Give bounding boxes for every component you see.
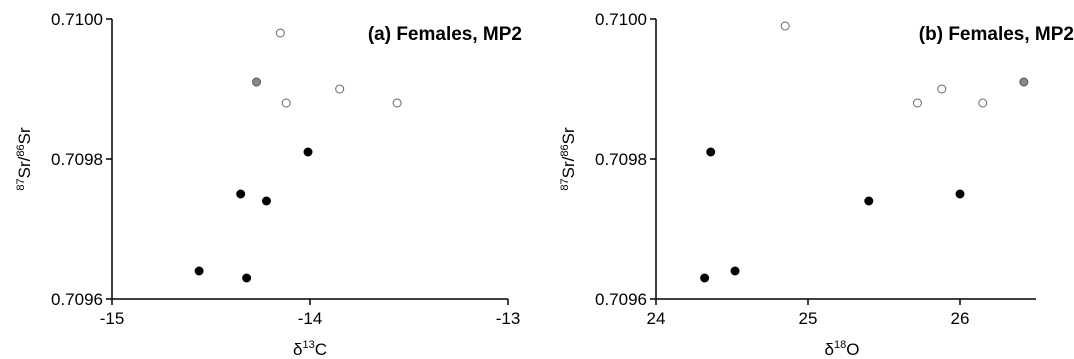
panel-b-x-tick-label: 24	[647, 309, 666, 328]
panel-a-x-tick-label: -15	[100, 309, 125, 328]
panel-a-y-tick-label: 0.7098	[51, 150, 103, 169]
panel-b-point-gray	[1020, 78, 1028, 86]
panel-b-point-black	[707, 148, 715, 156]
panel-b-y-tick-label: 0.7096	[595, 290, 647, 309]
panel-a-point-black	[304, 148, 312, 156]
panel-a-point-black	[262, 197, 270, 205]
panel-a-point-open	[393, 99, 401, 107]
panel-b: (b) Females, MP2 87Sr/86Sr δ18O 0.70960.…	[559, 10, 1074, 359]
panel-a-y-axis-title: 87Sr/86Sr	[15, 127, 34, 191]
panel-a-point-open	[282, 99, 290, 107]
panel-b-point-open	[938, 85, 946, 93]
panel-b-x-tick-label: 26	[951, 309, 970, 328]
panel-b-point-black	[865, 197, 873, 205]
panel-b-y-axis-title: 87Sr/86Sr	[559, 127, 578, 191]
panel-b-point-black	[731, 267, 739, 275]
panel-a-y-tick-label: 0.7100	[51, 10, 103, 29]
panel-b-point-open	[913, 99, 921, 107]
panel-b-point-open	[979, 99, 987, 107]
panel-a-point-open	[336, 85, 344, 93]
panel-b-x-axis-title: δ18O	[825, 339, 860, 359]
panel-a: (a) Females, MP2 87Sr/86Sr δ13C 0.70960.…	[15, 10, 522, 359]
panel-a-ticks: 0.7096 0.7098 0.7100 -15 -14 -13	[51, 10, 520, 328]
panel-b-y-tick-label: 0.7098	[595, 150, 647, 169]
panel-b-x-tick-label: 25	[799, 309, 818, 328]
panel-a-point-black	[237, 190, 245, 198]
panel-a-point-open	[276, 29, 284, 37]
panel-a-x-tick-label: -14	[298, 309, 323, 328]
panel-a-x-tick-label: -13	[496, 309, 521, 328]
panel-b-points	[701, 22, 1028, 282]
panel-a-point-black	[243, 274, 251, 282]
panel-b-point-black	[956, 190, 964, 198]
panel-a-point-black	[195, 267, 203, 275]
panel-b-point-open	[781, 22, 789, 30]
panel-b-title: (b) Females, MP2	[919, 24, 1074, 45]
panel-a-points	[195, 29, 401, 282]
panel-b-point-black	[701, 274, 709, 282]
panel-a-title: (a) Females, MP2	[368, 24, 522, 45]
panel-b-ticks: 0.7096 0.7098 0.7100 24 25 26	[595, 10, 969, 328]
panel-b-y-tick-label: 0.7100	[595, 10, 647, 29]
panel-a-y-tick-label: 0.7096	[51, 290, 103, 309]
panel-a-point-gray	[253, 78, 261, 86]
panel-a-x-axis-title: δ13C	[293, 339, 327, 359]
